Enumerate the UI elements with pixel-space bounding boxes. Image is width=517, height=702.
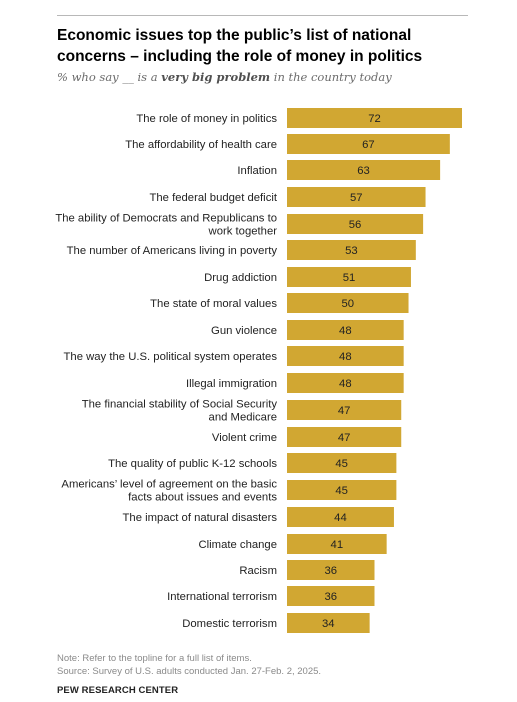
source-text: Source: Survey of U.S. adults conducted … [57, 666, 322, 677]
category-label-line: Climate change [199, 539, 278, 551]
category-label: Gun violence [211, 325, 277, 337]
data-label: 47 [338, 405, 351, 417]
data-label: 48 [339, 325, 352, 337]
category-label-line: The financial stability of Social Securi… [82, 399, 278, 411]
category-label-line: The affordability of health care [125, 139, 277, 151]
data-label: 56 [349, 219, 362, 231]
subtitle-prefix: % who say __ is a [57, 70, 162, 84]
category-label-line: The way the U.S. political system operat… [64, 351, 278, 363]
data-label: 48 [339, 378, 352, 390]
category-label: The ability of Democrats and Republicans… [55, 213, 277, 238]
chart-subtitle: % who say __ is a very big problem in th… [57, 70, 392, 84]
category-label-line: Violent crime [212, 432, 277, 444]
bar [287, 293, 409, 313]
category-label-line: The federal budget deficit [150, 192, 278, 204]
bar [287, 613, 370, 633]
category-label: The state of moral values [150, 298, 277, 310]
category-label: The number of Americans living in povert… [67, 245, 278, 257]
category-label-line: Drug addiction [204, 272, 277, 284]
category-label-line: Inflation [237, 165, 277, 177]
bar [287, 534, 387, 554]
data-label: 72 [368, 113, 381, 125]
data-label: 44 [334, 512, 347, 524]
bar [287, 108, 462, 128]
bar [287, 346, 404, 366]
data-label: 63 [357, 165, 370, 177]
category-label-line: Domestic terrorism [182, 618, 277, 630]
data-label: 36 [324, 591, 337, 603]
category-label: The role of money in politics [136, 113, 277, 125]
data-label: 45 [335, 485, 348, 497]
bar [287, 453, 397, 473]
bar [287, 586, 375, 606]
category-label: Americans’ level of agreement on the bas… [61, 479, 277, 504]
category-label: Domestic terrorism [182, 618, 277, 630]
data-label: 47 [338, 432, 351, 444]
bar [287, 134, 450, 154]
category-label-line: Americans’ level of agreement on the bas… [61, 479, 277, 491]
category-label: International terrorism [167, 591, 277, 603]
category-label-line: Gun violence [211, 325, 277, 337]
category-label: Illegal immigration [186, 378, 277, 390]
data-label: 67 [362, 139, 375, 151]
category-label: The impact of natural disasters [123, 512, 278, 524]
bar [287, 560, 375, 580]
data-label: 53 [345, 245, 358, 257]
subtitle-suffix: in the country today [270, 70, 392, 84]
bar [287, 320, 404, 340]
category-label-line: International terrorism [167, 591, 277, 603]
bar [287, 507, 394, 527]
data-label: 57 [350, 192, 363, 204]
category-label-line: The state of moral values [150, 298, 277, 310]
category-label: The way the U.S. political system operat… [64, 351, 278, 363]
category-label: The quality of public K-12 schools [108, 458, 277, 470]
data-label: 34 [322, 618, 335, 630]
category-label: Racism [239, 565, 277, 577]
note-text: Note: Refer to the topline for a full li… [57, 653, 252, 664]
bar [287, 427, 402, 447]
data-label: 51 [343, 272, 356, 284]
data-label: 50 [341, 298, 354, 310]
bar [287, 187, 426, 207]
bar [287, 400, 402, 420]
bar [287, 160, 441, 180]
category-label: Drug addiction [204, 272, 277, 284]
category-label-line: Illegal immigration [186, 378, 277, 390]
bar [287, 214, 424, 234]
bar [287, 240, 416, 260]
category-label-line: The impact of natural disasters [123, 512, 278, 524]
brand-logo-text: PEW RESEARCH CENTER [57, 685, 179, 696]
bar [287, 267, 411, 287]
data-label: 45 [335, 458, 348, 470]
category-label: The affordability of health care [125, 139, 277, 151]
category-label: Inflation [237, 165, 277, 177]
category-label-line: facts about issues and events [128, 492, 277, 504]
category-label: Climate change [199, 539, 278, 551]
category-label-line: The ability of Democrats and Republicans… [55, 213, 277, 225]
chart-notes: Note: Refer to the topline for a full li… [57, 652, 321, 678]
category-label-line: The number of Americans living in povert… [67, 245, 278, 257]
subtitle-emphasis: very big problem [161, 70, 271, 84]
category-label: Violent crime [212, 432, 277, 444]
data-label: 36 [324, 565, 337, 577]
category-label-line: Racism [239, 565, 277, 577]
category-label-line: work together [208, 226, 278, 238]
data-label: 41 [331, 539, 344, 551]
chart-title: Economic issues top the public’s list of… [57, 27, 423, 65]
category-label: The federal budget deficit [150, 192, 278, 204]
category-label-line: The role of money in politics [136, 113, 277, 125]
category-label-line: The quality of public K-12 schools [108, 458, 277, 470]
category-label: The financial stability of Social Securi… [82, 399, 278, 424]
bar [287, 373, 404, 393]
data-label: 48 [339, 351, 352, 363]
top-rule [57, 15, 468, 16]
bar [287, 480, 397, 500]
category-label-line: and Medicare [209, 412, 277, 424]
